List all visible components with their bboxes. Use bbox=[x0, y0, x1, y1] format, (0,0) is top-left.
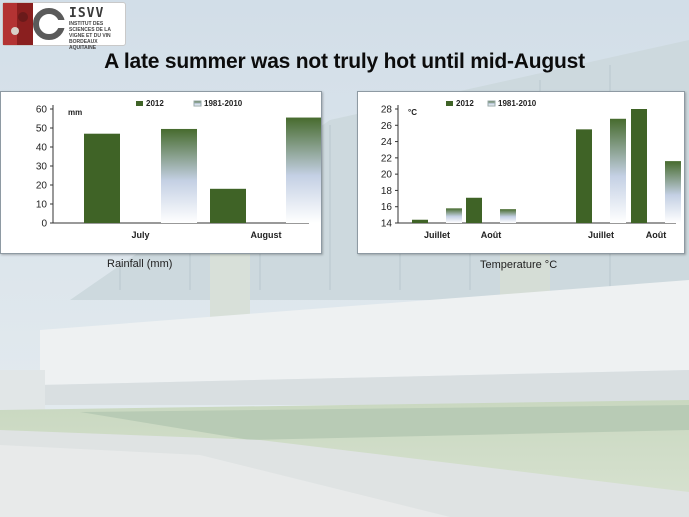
isvv-logo: ISVV INSTITUT DES SCIENCES DE LA VIGNE E… bbox=[2, 2, 126, 51]
unit-label: °C bbox=[408, 108, 417, 117]
y-tick-label: 50 bbox=[36, 124, 48, 135]
temp-bar-normal bbox=[665, 161, 681, 223]
y-tick-label: 30 bbox=[36, 162, 48, 173]
x-category-label: Juillet bbox=[424, 230, 450, 240]
temperature-chart-panel: 14 16 18 20 22 24 26 28 °C 2012 1981-2010 Juillet Ao… bbox=[357, 91, 685, 254]
y-tick-label: 14 bbox=[381, 219, 393, 230]
legend-label: 2012 bbox=[456, 99, 474, 108]
y-tick-label: 28 bbox=[381, 105, 393, 116]
legend-label: 2012 bbox=[146, 99, 164, 108]
y-tick-label: 24 bbox=[381, 137, 393, 148]
unit-label: mm bbox=[68, 108, 82, 117]
legend-swatch bbox=[136, 101, 143, 106]
y-tick-label: 20 bbox=[381, 170, 393, 181]
y-tick-label: 60 bbox=[36, 105, 48, 116]
x-category-label: Juillet bbox=[588, 230, 614, 240]
y-tick-label: 40 bbox=[36, 143, 48, 154]
temp-bar-2012 bbox=[631, 109, 647, 223]
logo-subtitle: INSTITUT DES SCIENCES DE LA VIGNE ET DU … bbox=[69, 21, 111, 51]
temperature-chart: 14 16 18 20 22 24 26 28 °C 2012 1981-2010 Juillet Ao… bbox=[381, 99, 681, 240]
temp-bar-2012 bbox=[466, 197, 482, 223]
y-tick-label: 18 bbox=[381, 186, 393, 197]
temp-bar-2012 bbox=[412, 219, 428, 223]
rainfall-chart: 0 10 20 30 40 50 60 mm 2012 1981-2010 July August bbox=[36, 99, 321, 240]
x-category-label: Août bbox=[646, 230, 667, 240]
y-tick-label: 10 bbox=[36, 200, 48, 211]
logo-emblem bbox=[3, 3, 65, 45]
legend-swatch bbox=[193, 100, 202, 107]
y-tick-label: 20 bbox=[36, 181, 48, 192]
x-category-label: July bbox=[131, 230, 149, 240]
rain-bar-2012 bbox=[210, 188, 246, 223]
y-tick-label: 0 bbox=[41, 219, 47, 230]
y-tick-label: 26 bbox=[381, 121, 393, 132]
legend-label: 1981-2010 bbox=[498, 99, 537, 108]
x-category-label: August bbox=[251, 230, 282, 240]
temp-bar-normal bbox=[500, 209, 516, 223]
x-category-label: Août bbox=[481, 230, 502, 240]
logo-name: ISVV bbox=[69, 6, 105, 21]
legend-swatch bbox=[487, 100, 496, 107]
temp-bar-2012 bbox=[576, 129, 592, 223]
rain-bar-2012 bbox=[84, 133, 120, 223]
y-tick-label: 22 bbox=[381, 153, 393, 164]
rain-bar-normal bbox=[286, 117, 321, 223]
rainfall-caption: Rainfall (mm) bbox=[107, 258, 173, 270]
page-title: A late summer was not truly hot until mi… bbox=[104, 50, 585, 73]
temp-bar-normal bbox=[610, 118, 626, 223]
temp-bar-normal bbox=[446, 208, 462, 223]
rain-bar-normal bbox=[161, 128, 197, 223]
temperature-caption: Temperature °C bbox=[480, 259, 558, 271]
legend-label: 1981-2010 bbox=[204, 99, 243, 108]
y-tick-label: 16 bbox=[381, 202, 393, 213]
legend-swatch bbox=[446, 101, 453, 106]
rainfall-chart-panel: 0 10 20 30 40 50 60 mm 2012 1981-2010 July August bbox=[0, 91, 322, 254]
